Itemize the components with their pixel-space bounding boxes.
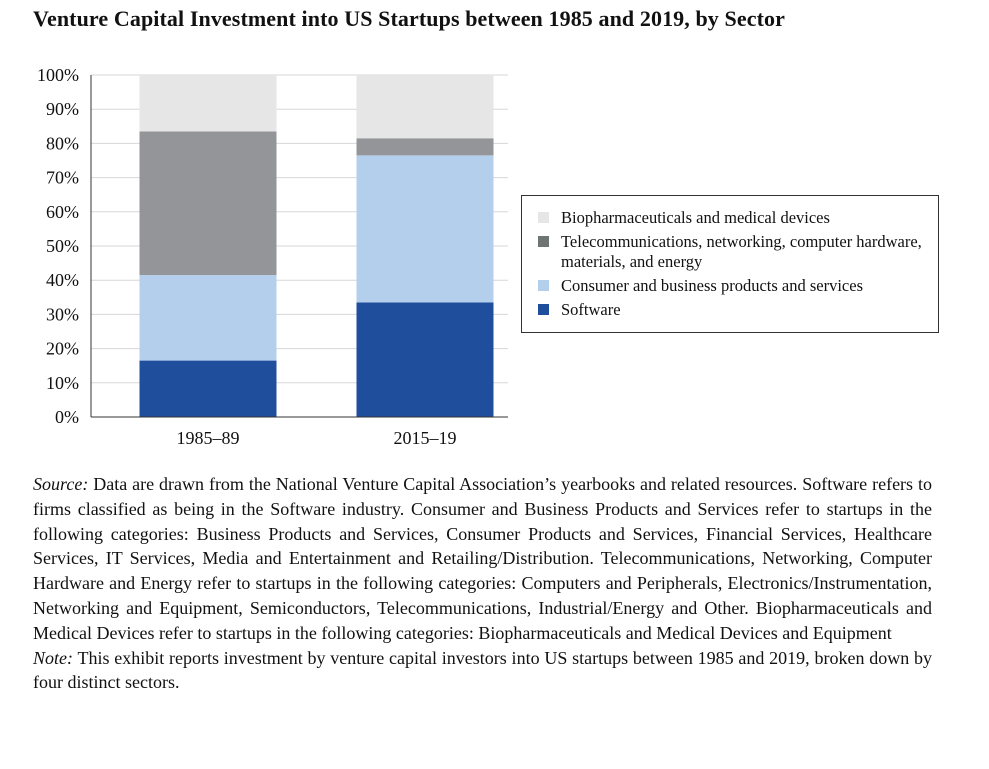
legend-item: Biopharmaceuticals and medical devices [538,208,930,228]
y-tick-label: 30% [46,304,79,324]
legend-swatch [538,280,549,291]
bar-segment [139,360,277,417]
y-tick-label: 10% [46,373,79,393]
source-label: Source: [33,474,89,494]
note: Note: This exhibit reports investment by… [33,646,932,696]
bar-segment [139,131,277,276]
stacked-bar-chart: 0% 10% 20% 30% 40% 50% 60% 70% 80% 90% 100% 1985–89… [37,65,508,448]
source-text: Data are drawn from the National Venture… [33,474,932,643]
bar-segment [356,155,494,303]
y-tick-label: 70% [46,168,79,188]
source-note: Source: Data are drawn from the National… [33,472,932,646]
chart-notes: Source: Data are drawn from the National… [33,472,932,695]
legend-swatch [538,304,549,315]
y-tick-label: 40% [46,270,79,290]
legend-label: Biopharmaceuticals and medical devices [561,208,830,227]
bar-segment [139,75,277,132]
legend-label: Consumer and business products and servi… [561,276,863,295]
chart-title: Venture Capital Investment into US Start… [33,6,785,31]
bar-segment [356,75,494,139]
legend-item: Consumer and business products and servi… [538,276,930,296]
bar-segment [356,138,494,156]
bar-segment [356,302,494,417]
note-label: Note: [33,647,73,668]
y-tick-label: 60% [46,202,79,222]
y-tick-label: 100% [37,65,79,85]
chart-legend: Biopharmaceuticals and medical devices Te… [521,195,939,333]
y-tick-label: 50% [46,236,79,256]
y-tick-label: 20% [46,339,79,359]
legend-item: Software [538,300,930,320]
y-tick-label: 0% [55,407,79,427]
y-tick-label: 80% [46,133,79,153]
bar-segment [139,275,277,361]
y-tick-label: 90% [46,99,79,119]
legend-swatch [538,212,549,223]
x-tick-label: 1985–89 [177,428,240,448]
note-text: This exhibit reports investment by ventu… [33,647,932,693]
legend-label: Telecommunications, networking, computer… [561,232,922,271]
legend-swatch [538,236,549,247]
legend-label: Software [561,300,621,319]
legend-item: Telecommunications, networking, computer… [538,232,930,272]
x-tick-label: 2015–19 [394,428,457,448]
